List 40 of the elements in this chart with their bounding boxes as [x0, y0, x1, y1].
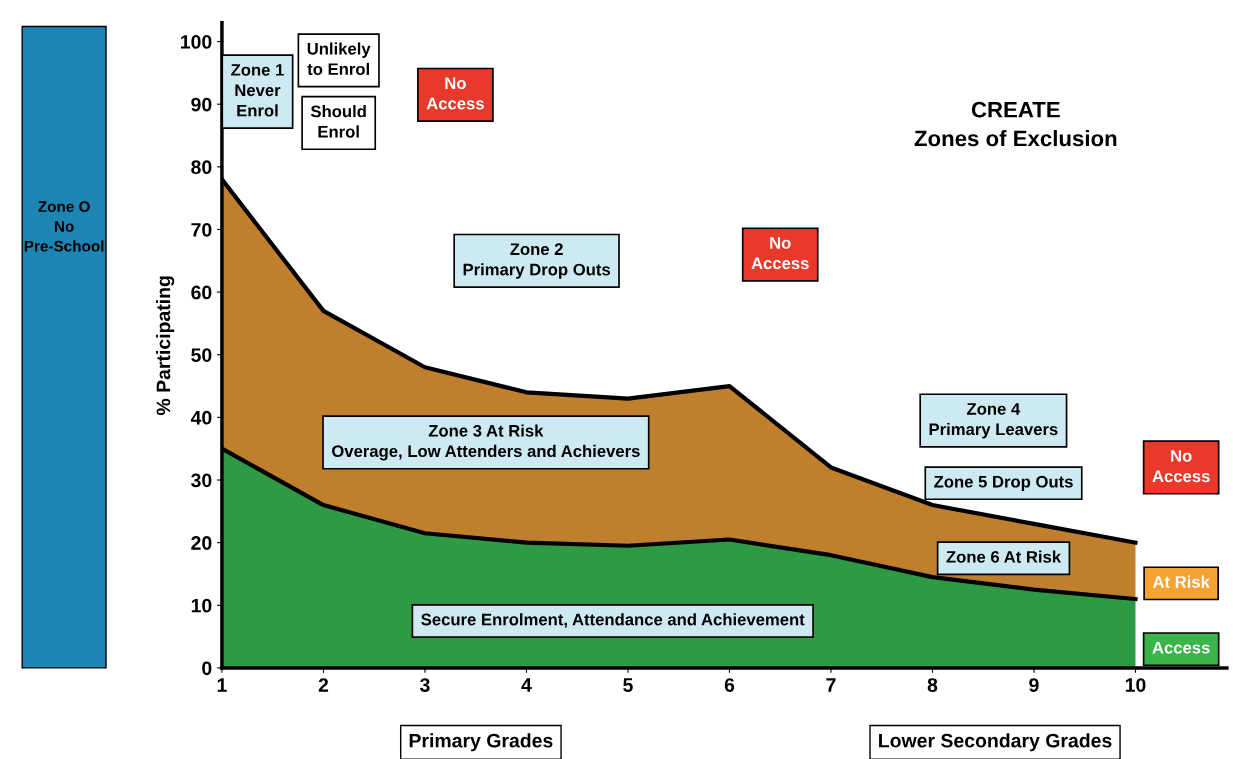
x-tick-label: 10 [1125, 678, 1146, 692]
y-tick-label: 40 [190, 410, 212, 425]
annotation: At Risk [1152, 575, 1210, 588]
x-tick-label: 4 [521, 678, 532, 692]
annotation: Unlikely to Enrol [307, 42, 371, 76]
annotation: Zone 6 At Risk [946, 550, 1062, 563]
text: Zone O No Pre-School [24, 201, 104, 252]
annotation: No Access [1152, 450, 1210, 483]
x-tick-label: 8 [927, 678, 938, 692]
text: Lower Secondary Grades [879, 733, 1112, 752]
x-tick-label: 2 [318, 678, 329, 692]
y-tick-label: 90 [191, 97, 212, 112]
y-tick-label: 70 [191, 222, 212, 237]
x-tick-label: 5 [623, 678, 633, 692]
y-tick-label: 0 [202, 661, 212, 676]
annotation: Zone 3 At Risk Overage, Low Attenders and Achievers [332, 424, 640, 461]
text: Primary Grades [409, 733, 553, 752]
y-tick-label: 10 [191, 598, 212, 613]
x-tick-label: 9 [1029, 678, 1039, 692]
annotation: Secure Enrolment, Attendance and Achievement [421, 613, 805, 628]
x-tick-label: 6 [724, 678, 735, 692]
annotation: Access [1152, 641, 1210, 654]
annotation: Zone 5 Drop Outs [934, 475, 1073, 491]
y-tick-label: 60 [191, 285, 212, 300]
x-tick-label: 3 [419, 678, 430, 692]
x-tick-label: 1 [217, 678, 227, 692]
annotation: No Access [426, 77, 484, 110]
y-axis-title: % Participating [156, 276, 175, 416]
annotation: Zone 2 Primary Drop Outs [463, 243, 611, 279]
annotation: Zone 4 Primary Leavers [929, 403, 1058, 439]
annotation: No Access [751, 237, 809, 270]
annotation: Should Enrol [310, 105, 366, 138]
y-tick-label: 100 [181, 35, 212, 49]
x-tick-label: 7 [826, 678, 836, 692]
y-tick-label: 80 [191, 160, 212, 175]
y-tick-label: 50 [191, 348, 212, 362]
y-tick-label: 30 [191, 473, 212, 488]
y-tick-label: 20 [191, 536, 212, 550]
text: CREATE Zones of Exclusion [914, 101, 1117, 147]
annotation: Zone 1 Never Enrol [231, 64, 284, 117]
